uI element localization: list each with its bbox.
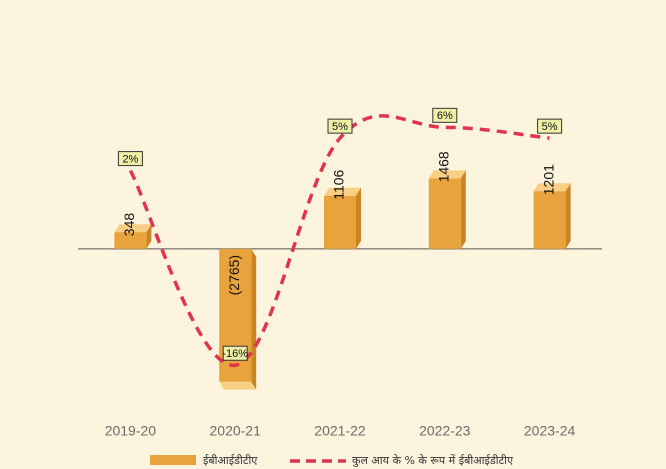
x-tick-label: 2023-24	[524, 423, 576, 439]
bar-side	[251, 248, 257, 390]
bar-value-label: 1468	[436, 151, 452, 182]
x-tick-label: 2019-20	[105, 423, 157, 439]
point-label: 5%	[542, 121, 558, 133]
bar	[114, 232, 147, 249]
point-label-box	[327, 118, 353, 134]
x-tick-label: 2020-21	[210, 423, 262, 439]
point-label: -16%	[222, 348, 248, 360]
bar-side	[460, 170, 466, 249]
bar-value-label: (2765)	[226, 255, 242, 295]
point-label-box	[222, 345, 248, 361]
legend-label: ईबीआईडीटीए	[203, 454, 258, 467]
bar-top	[533, 183, 571, 192]
legend-swatch	[150, 455, 196, 465]
bar-side	[146, 224, 152, 249]
bar-top	[428, 170, 466, 179]
bar-top	[324, 187, 361, 196]
bar-side	[565, 183, 571, 249]
x-tick-label: 2021-22	[314, 423, 366, 439]
bar	[428, 178, 461, 249]
point-label: 2%	[122, 153, 138, 165]
bar-value-label: 1106	[331, 169, 347, 199]
line	[128, 114, 550, 368]
x-tick-label: 2022-23	[419, 423, 471, 439]
point-label-box	[117, 151, 143, 167]
point-label: 6%	[437, 110, 453, 122]
bar-value-label: 348	[121, 213, 137, 237]
legend-label: कुल आय के % के रूप में ईबीआईडीटीए	[352, 454, 514, 467]
bar	[324, 195, 356, 249]
bar	[533, 191, 566, 249]
point-label-box	[537, 118, 563, 134]
point-label: 5%	[332, 121, 348, 133]
bar-side	[356, 187, 361, 249]
point-label-box	[432, 107, 458, 123]
bar-top	[114, 224, 152, 233]
bar-bottom	[219, 381, 257, 390]
bar-value-label: 1201	[540, 164, 556, 195]
